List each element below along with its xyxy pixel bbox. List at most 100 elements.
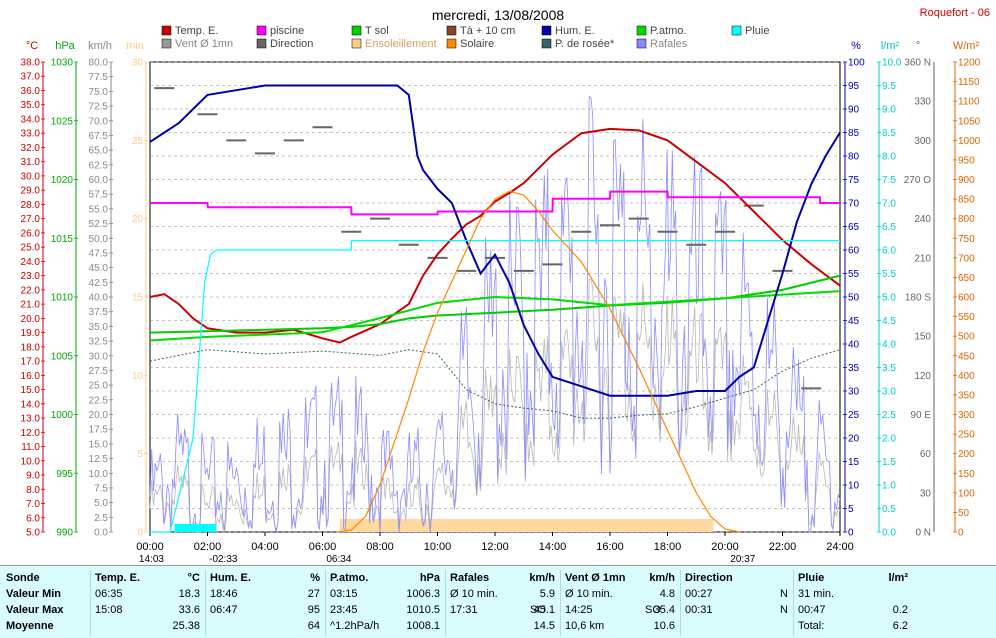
- gust-series: [149, 95, 841, 533]
- temp-axis-tick: 36.0: [21, 86, 41, 97]
- legend-label: Temp. E.: [175, 25, 218, 37]
- summary-cell-time: 18:46: [210, 588, 238, 600]
- summary-cell-time: 00:47: [798, 604, 826, 616]
- summary-cell-value: 18.3: [178, 588, 200, 600]
- solar-axis-tick: 700: [958, 253, 975, 264]
- summary-column-unit: km/h: [649, 572, 675, 584]
- series-p-atmo-: [149, 290, 841, 342]
- pressure-axis-tick: 1005: [51, 351, 74, 362]
- temp-axis-tick: 5.0: [26, 528, 40, 539]
- temp-axis-tick: 23.0: [21, 271, 41, 282]
- rain-axis-tick: 4.5: [882, 316, 896, 327]
- rain-axis-tick: 1.0: [882, 481, 896, 492]
- summary-cell-time: Total:: [798, 620, 825, 632]
- solar-axis-tick: 450: [958, 351, 975, 362]
- wind-axis-tick: 55.0: [89, 204, 109, 215]
- rain-axis-tick: 2.0: [882, 434, 896, 445]
- summary-column: Hum. E.% 18:46 27 06:47 95 64: [205, 570, 326, 636]
- legend-label: Rafales: [650, 38, 688, 50]
- temp-axis-tick: 12.0: [21, 428, 41, 439]
- summary-cell-value: 1010.5: [406, 604, 440, 616]
- temp-axis-tick: 17.0: [21, 357, 41, 368]
- summary-cell-dir: SO: [530, 604, 546, 616]
- solar-axis-tick: 1200: [958, 58, 981, 69]
- humidity-axis-tick: 55: [848, 269, 860, 280]
- summary-cell-time: 14:25: [565, 604, 593, 616]
- summary-column: Vent Ø 1mn km/h Ø 10 min. 4.8 14:25 SO 35.4 10,…: [560, 570, 681, 636]
- humidity-axis-tick: 10: [848, 481, 860, 492]
- summary-cell-time: Ø 10 min.: [450, 588, 498, 600]
- wind-axis-tick: 57.5: [89, 190, 109, 201]
- summary-cell-time: 15:08: [95, 604, 123, 616]
- rain-axis-tick: 7.0: [882, 199, 896, 210]
- x-tick-label: 10:00: [424, 541, 452, 553]
- direction-axis-unit: °: [916, 40, 920, 52]
- summary-cell: 06:35 18.3: [95, 586, 202, 602]
- wind-axis-tick: 17.5: [89, 425, 109, 436]
- x-tick-label: 20:00: [711, 541, 739, 553]
- summary-column-title: P.atmo.: [330, 572, 369, 584]
- legend-label: Direction: [270, 38, 313, 50]
- legend-swatch: [161, 38, 172, 49]
- summary-cell-time: Ø 10 min.: [565, 588, 613, 600]
- sunshine-bar: [339, 519, 714, 532]
- temp-axis-tick: 9.0: [26, 471, 40, 482]
- wind-axis-tick: 40.0: [89, 293, 109, 304]
- x-tick-label: 08:00: [366, 541, 394, 553]
- sun-event-label: 06:34: [326, 554, 351, 565]
- temp-axis-tick: 19.0: [21, 328, 41, 339]
- series-temp-e-: [149, 127, 841, 344]
- temp-axis-tick: 30.0: [21, 171, 41, 182]
- x-tick-label: 04:00: [251, 541, 279, 553]
- humidity-axis-tick: 15: [848, 457, 860, 468]
- summary-cell-value: 10.6: [653, 620, 675, 632]
- solar-axis-tick: 750: [958, 234, 975, 245]
- legend-label: P. de rosée*: [555, 38, 615, 50]
- summary-cell-time: 00:31: [685, 604, 713, 616]
- summary-column-unit: l/m²: [888, 572, 908, 584]
- pressure-axis-tick: 990: [56, 528, 73, 539]
- wind-axis-tick: 2.5: [94, 513, 108, 524]
- legend-swatch: [541, 25, 552, 36]
- solar-axis-tick: 0: [958, 528, 964, 539]
- rain-axis-tick: 0.0: [882, 528, 896, 539]
- direction-axis-tick: 60: [920, 449, 932, 460]
- solar-axis-tick: 300: [958, 410, 975, 421]
- summary-cell-value: 6.2: [892, 620, 908, 632]
- wind-axis-tick: 45.0: [89, 263, 109, 274]
- legend-swatch: [636, 38, 647, 49]
- summary-cell-value: N: [780, 588, 788, 600]
- summary-column-header: P.atmo. hPa: [330, 570, 442, 586]
- solar-axis-tick: 250: [958, 430, 975, 441]
- summary-cell-time: 10,6 km: [565, 620, 605, 632]
- temp-axis-tick: 29.0: [21, 186, 41, 197]
- summary-column-header: Direction: [685, 570, 790, 586]
- humidity-axis-tick: 5: [848, 504, 854, 515]
- wind-axis-tick: 62.5: [89, 160, 109, 171]
- wind-axis-tick: 50.0: [89, 234, 109, 245]
- summary-cell-value: 1008.1: [406, 620, 440, 632]
- legend-swatch: [256, 38, 267, 49]
- pressure-axis-tick: 995: [56, 469, 73, 480]
- pressure-axis-tick: 1000: [51, 410, 74, 421]
- solar-axis-tick: 550: [958, 312, 975, 323]
- solar-axis-tick: 1100: [958, 97, 980, 108]
- wind-axis-tick: 22.5: [89, 395, 109, 406]
- rain-axis-tick: 3.5: [882, 363, 896, 374]
- temp-axis-tick: 37.0: [21, 72, 41, 83]
- legend-swatch: [446, 25, 457, 36]
- pressure-axis-unit: hPa: [55, 40, 75, 52]
- summary-cell: 64: [210, 618, 322, 634]
- summary-table: Sonde Valeur Min Valeur Max Moyenne Temp…: [0, 565, 996, 638]
- summary-column-unit: hPa: [419, 572, 440, 584]
- summary-cell: 10,6 km 10.6: [565, 618, 677, 634]
- temp-axis-tick: 35.0: [21, 100, 41, 111]
- pressure-axis-tick: 1020: [51, 175, 74, 186]
- rain-axis-tick: 9.5: [882, 81, 896, 92]
- summary-cell-time: 06:47: [210, 604, 238, 616]
- summary-cell: 17:31 SO 45.1: [450, 602, 557, 618]
- summary-column-header: Hum. E.%: [210, 570, 322, 586]
- humidity-axis-tick: 40: [848, 340, 860, 351]
- summary-cell-value: 4.8: [659, 588, 675, 600]
- summary-cell-time: 03:15: [330, 588, 358, 600]
